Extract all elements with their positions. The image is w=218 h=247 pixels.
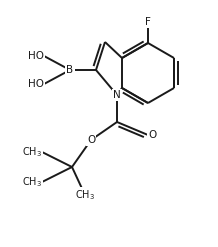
Text: HO: HO [28, 51, 44, 61]
Text: B: B [66, 65, 73, 75]
Text: O: O [87, 135, 95, 145]
Text: CH$_3$: CH$_3$ [22, 145, 42, 159]
Text: O: O [148, 130, 156, 140]
Text: CH$_3$: CH$_3$ [22, 175, 42, 189]
Text: N: N [113, 90, 121, 100]
Text: CH$_3$: CH$_3$ [75, 188, 95, 202]
Text: F: F [145, 17, 151, 27]
Text: HO: HO [28, 79, 44, 89]
